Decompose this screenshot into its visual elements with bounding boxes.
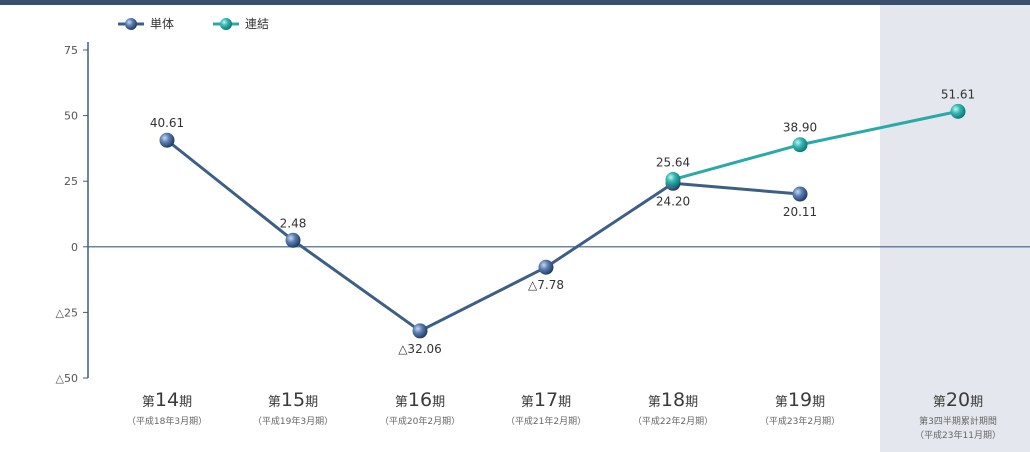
data-label: 38.90 bbox=[783, 121, 817, 135]
data-label: 25.64 bbox=[656, 156, 690, 170]
data-label: 40.61 bbox=[150, 116, 184, 130]
legend-marker-1 bbox=[125, 18, 137, 30]
y-tick-label: 50 bbox=[64, 110, 78, 123]
x-category-subtitle: （平成22年2月期） bbox=[633, 415, 713, 427]
y-tick-label: △25 bbox=[56, 306, 78, 319]
data-label: △32.06 bbox=[398, 342, 442, 356]
data-point-連結 bbox=[665, 172, 681, 188]
legend-marker-2 bbox=[220, 18, 232, 30]
legend-label-2: 連結 bbox=[245, 17, 269, 31]
data-point-連結 bbox=[792, 137, 808, 153]
data-label: 24.20 bbox=[656, 194, 690, 208]
y-tick-label: 0 bbox=[71, 241, 78, 254]
x-category-subtitle: （平成19年3月期） bbox=[253, 415, 333, 427]
x-category-label: 第15期 bbox=[268, 389, 318, 411]
data-point-単体 bbox=[285, 232, 301, 248]
data-label: 2.48 bbox=[280, 216, 307, 230]
data-label: 51.61 bbox=[941, 87, 975, 101]
data-point-連結 bbox=[950, 103, 966, 119]
highlight-column bbox=[880, 5, 1030, 452]
x-category-label: 第18期 bbox=[648, 389, 698, 411]
x-category-label: 第14期 bbox=[142, 389, 192, 411]
series-line-1 bbox=[166, 139, 801, 333]
x-category-label: 第17期 bbox=[521, 389, 571, 411]
data-point-単体 bbox=[159, 132, 175, 148]
x-category-subtitle: （平成23年2月期） bbox=[760, 415, 840, 427]
x-category-label: 第19期 bbox=[775, 389, 825, 411]
y-tick-label: △50 bbox=[56, 372, 78, 385]
x-category-subtitle: （平成23年11月期） bbox=[915, 429, 1001, 441]
y-tick-label: 25 bbox=[64, 175, 78, 188]
x-category-subtitle-2: 第3四半期累計期間 bbox=[919, 415, 997, 427]
data-point-単体 bbox=[412, 323, 428, 339]
x-category-subtitle: （平成18年3月期） bbox=[127, 415, 207, 427]
legend-label-1: 単体 bbox=[150, 17, 174, 31]
x-category-subtitle: （平成21年2月期） bbox=[506, 415, 586, 427]
data-label: 20.11 bbox=[783, 205, 817, 219]
data-label: △7.78 bbox=[528, 278, 564, 292]
data-point-単体 bbox=[538, 259, 554, 275]
data-point-単体 bbox=[792, 186, 808, 202]
x-category-label: 第16期 bbox=[395, 389, 445, 411]
y-tick-label: 75 bbox=[64, 44, 78, 57]
x-category-label: 第20期 bbox=[933, 389, 983, 411]
x-category-subtitle: （平成20年2月期） bbox=[380, 415, 460, 427]
top-border bbox=[0, 0, 1030, 5]
